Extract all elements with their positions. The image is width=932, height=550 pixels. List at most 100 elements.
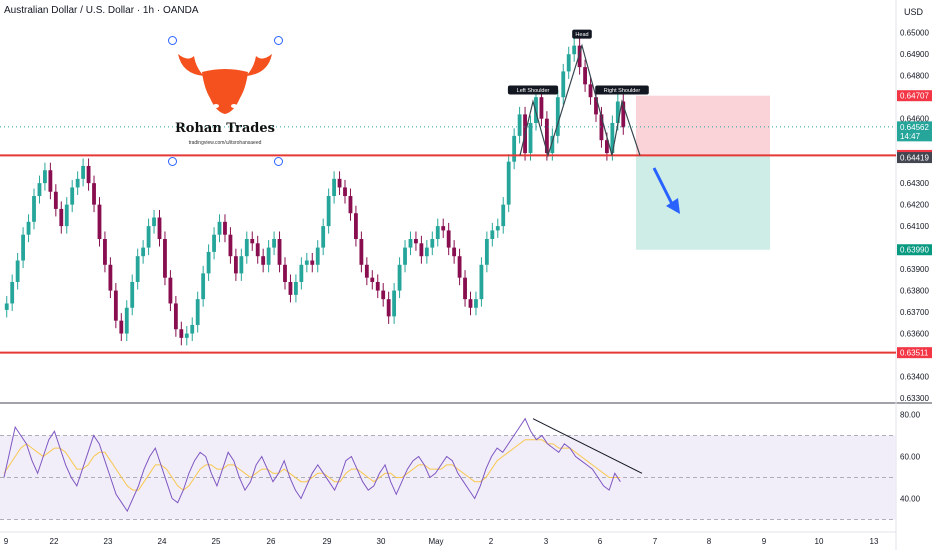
price-tick-label: 0.64300 xyxy=(900,179,929,188)
candle-body xyxy=(206,251,211,274)
candle-body xyxy=(501,204,506,227)
candle-body xyxy=(457,256,462,278)
candle-body xyxy=(75,178,80,188)
price-tick-label: 0.63600 xyxy=(900,330,929,339)
candle-body xyxy=(283,264,287,282)
candle-body xyxy=(179,329,184,338)
candle-body xyxy=(435,226,440,240)
candle-body xyxy=(539,97,544,119)
rsi-tick-label: 40.00 xyxy=(900,495,921,504)
logo-name: Rohan Trades xyxy=(174,121,275,136)
candle-body xyxy=(163,239,167,278)
price-tick-label: 0.64900 xyxy=(900,50,929,59)
price-tag xyxy=(897,347,932,359)
drawing-handle[interactable] xyxy=(168,36,177,45)
candle-body xyxy=(173,303,178,330)
candle-body xyxy=(403,247,407,265)
candle-body xyxy=(577,45,582,68)
candle-body xyxy=(141,247,146,257)
candle-body xyxy=(452,247,457,257)
candle-body xyxy=(408,239,413,248)
candle-body xyxy=(304,260,309,265)
candle-body xyxy=(588,84,593,98)
candle-body xyxy=(244,239,249,257)
candle-body xyxy=(277,239,282,265)
candle-body xyxy=(490,230,495,240)
time-tick-label: 24 xyxy=(158,537,167,546)
countdown-label: 14:47 xyxy=(900,132,921,141)
candle-body xyxy=(64,204,69,227)
candle-body xyxy=(615,101,620,123)
drawing-handle[interactable] xyxy=(274,157,283,166)
currency-label: USD xyxy=(904,7,924,17)
candle-body xyxy=(113,290,118,321)
logo[interactable] xyxy=(172,40,278,162)
candle-body xyxy=(446,230,451,248)
pattern-label-bg xyxy=(507,85,559,95)
candle-body xyxy=(233,256,238,274)
candle-body xyxy=(326,196,331,227)
candle-body xyxy=(59,208,64,227)
candle-body xyxy=(299,264,304,282)
price-tick-label: 0.63900 xyxy=(900,265,929,274)
candle-body xyxy=(130,281,135,308)
candle-body xyxy=(528,122,533,154)
candle-body xyxy=(354,213,358,240)
candle-body xyxy=(152,217,156,227)
candle-body xyxy=(103,239,107,265)
bull-head-icon xyxy=(178,54,272,114)
candle-body xyxy=(21,234,26,261)
candle-body xyxy=(484,239,489,265)
candle-body xyxy=(512,135,517,162)
candle-body xyxy=(343,187,347,197)
candle-body xyxy=(375,281,380,291)
candle-body xyxy=(190,324,195,334)
candle-body xyxy=(239,256,244,274)
candle-body xyxy=(250,239,255,244)
candle-body xyxy=(364,264,369,278)
candle-body xyxy=(359,239,364,265)
time-tick-label: May xyxy=(428,537,443,546)
rsi-line xyxy=(3,417,621,513)
drawing-handle[interactable] xyxy=(168,157,177,166)
time-tick-label: 26 xyxy=(267,537,276,546)
candle-body xyxy=(124,307,129,334)
candle-body xyxy=(517,114,522,136)
candle-body xyxy=(108,264,113,291)
rsi-ma-line xyxy=(3,439,621,491)
time-tick-label: 10 xyxy=(815,537,824,546)
candle-body xyxy=(337,178,342,188)
candle-body xyxy=(37,183,42,197)
drawing-handle[interactable] xyxy=(274,36,283,45)
time-tick-label: 8 xyxy=(707,537,712,546)
price-tick-label: 0.64600 xyxy=(900,115,929,124)
price-tag-label: 0.64562 xyxy=(900,123,929,132)
candle-body xyxy=(212,234,216,252)
pattern-label: Right Shoulder xyxy=(604,88,641,94)
candle-body xyxy=(92,183,96,205)
time-tick-label: 22 xyxy=(50,537,59,546)
candle-body xyxy=(86,165,91,184)
rsi-tick-label: 80.00 xyxy=(900,411,921,420)
candle-body xyxy=(381,290,386,300)
candle-body xyxy=(266,247,271,265)
candle-body xyxy=(594,97,598,115)
price-tick-label: 0.65000 xyxy=(900,29,929,38)
price-tick-label: 0.63700 xyxy=(900,308,929,317)
candle-body xyxy=(32,196,36,222)
price-tag xyxy=(897,121,932,142)
price-tag-label: 0.64419 xyxy=(900,154,929,163)
pattern-label: Left Shoulder xyxy=(517,88,550,94)
candle-body xyxy=(463,277,467,300)
logo-url: tradingview.com/u/itsrohansaeed xyxy=(188,140,262,146)
candle-body xyxy=(544,118,549,154)
candle-body xyxy=(10,281,15,304)
price-tick-label: 0.63400 xyxy=(900,373,929,382)
time-tick-label: 25 xyxy=(212,537,221,546)
candle-body xyxy=(321,226,326,248)
candle-body xyxy=(81,165,86,179)
price-tag-label: 0.63990 xyxy=(900,246,929,255)
take-profit-zone xyxy=(636,155,770,250)
candle-body xyxy=(550,135,555,154)
